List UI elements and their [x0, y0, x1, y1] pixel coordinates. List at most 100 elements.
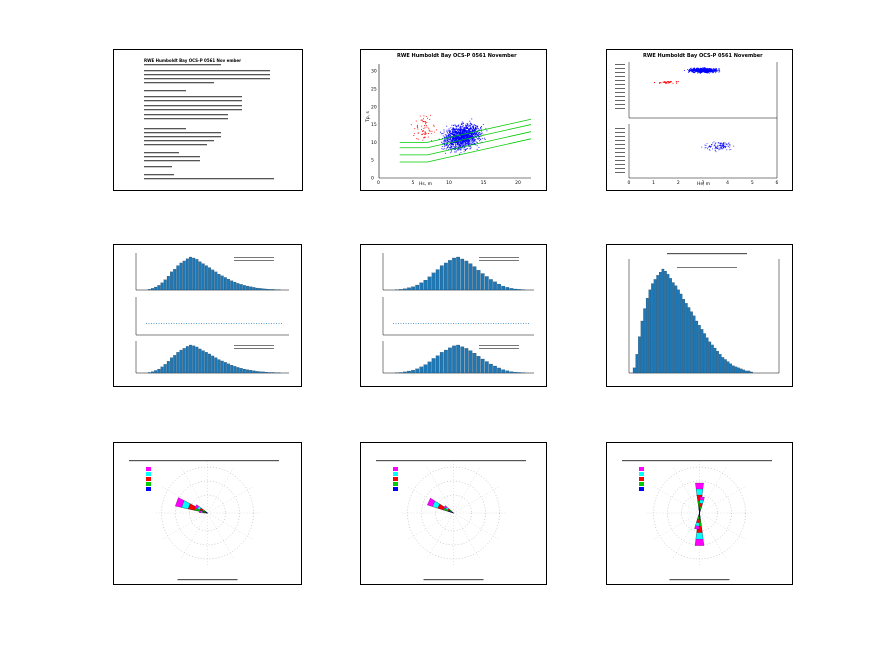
- scatter-point: [718, 142, 720, 144]
- scatter-point: [471, 143, 472, 145]
- histogram-bar: [656, 275, 659, 374]
- scatter-point: [445, 141, 447, 143]
- scatter-point: [421, 134, 423, 135]
- histogram-bar: [192, 345, 196, 374]
- scatter-point: [451, 132, 453, 134]
- scatter-point: [453, 134, 455, 136]
- scatter-point: [458, 153, 460, 155]
- histogram-bar: [515, 323, 517, 324]
- legend-swatch: [146, 487, 151, 491]
- scatter-point: [709, 71, 711, 73]
- x-tick-label: 5: [751, 180, 754, 186]
- scatter-point: [717, 146, 719, 147]
- scatter-point: [481, 137, 483, 139]
- scatter-point: [448, 147, 450, 149]
- scatter-point: [462, 139, 464, 141]
- histogram-bar: [249, 286, 253, 291]
- scatter-point: [703, 68, 705, 70]
- scatter-point: [713, 145, 715, 147]
- scatter-point: [723, 143, 725, 145]
- scatter-point: [457, 131, 459, 133]
- histogram-bar: [508, 323, 509, 324]
- scatter-point: [711, 69, 712, 71]
- legend-line: [479, 348, 519, 349]
- scatter-point: [715, 145, 716, 147]
- scatter-point: [460, 123, 462, 125]
- scatter-point: [476, 145, 478, 147]
- scatter-point: [459, 141, 460, 143]
- rose-spoke: [453, 512, 480, 559]
- scatter-point: [477, 125, 479, 127]
- scatter-point: [428, 127, 430, 129]
- histogram-bar: [458, 323, 459, 324]
- scatter-point: [449, 138, 451, 140]
- scatter-point: [479, 140, 480, 142]
- scatter-point: [720, 147, 722, 149]
- scatter-point: [668, 81, 670, 83]
- scatter-point: [460, 142, 461, 144]
- scatter-point: [452, 137, 454, 139]
- scatter-point: [428, 133, 429, 135]
- histogram-bar: [146, 323, 147, 324]
- scatter-point: [723, 145, 725, 147]
- histogram-bar: [468, 263, 473, 291]
- scatter-point: [460, 125, 462, 127]
- scatter-point: [702, 67, 704, 69]
- scatter-point: [709, 145, 711, 147]
- scatter-point: [457, 137, 458, 139]
- scatter-point: [456, 132, 458, 133]
- histogram-bar: [246, 285, 249, 291]
- scatter-point: [689, 68, 691, 70]
- scatter-point: [424, 132, 426, 134]
- histogram-stack-2-plot: [382, 253, 534, 374]
- scatter-point: [711, 72, 713, 74]
- scatter-point: [476, 136, 478, 138]
- histogram-bar: [452, 257, 456, 291]
- scatter-point: [469, 130, 471, 132]
- scatter-point: [461, 137, 463, 138]
- histogram-bar: [223, 277, 227, 291]
- scatter-point: [452, 131, 453, 133]
- histogram-bar: [251, 323, 252, 324]
- scatter-point: [472, 138, 474, 139]
- scatter-point: [469, 143, 471, 145]
- scatter-point: [466, 127, 468, 128]
- scatter-point: [453, 128, 455, 130]
- scatter-point: [456, 132, 458, 134]
- scatter-point: [433, 131, 435, 133]
- histogram-bar: [460, 323, 462, 324]
- scatter-point: [470, 139, 472, 140]
- scatter-point: [720, 143, 721, 145]
- histogram-bar: [444, 349, 448, 374]
- scatter-point: [459, 136, 460, 138]
- scatter-point: [659, 82, 660, 84]
- legend-swatch: [639, 477, 644, 481]
- scatter-point: [474, 135, 476, 137]
- scatter-point: [421, 119, 423, 121]
- text-footnote: [144, 174, 174, 176]
- histogram-bar: [420, 323, 422, 324]
- scatter-point: [470, 128, 472, 130]
- scatter-point: [448, 134, 450, 136]
- histogram-bar: [443, 323, 444, 324]
- histogram-bar: [147, 289, 151, 291]
- scatter-point: [477, 134, 479, 136]
- scatter-point: [456, 139, 457, 141]
- scatter-point: [476, 126, 478, 128]
- scatter-point: [727, 146, 729, 148]
- scatter-point: [453, 138, 455, 140]
- scatter-point: [445, 136, 447, 138]
- scatter-point: [450, 137, 452, 139]
- histogram-bar: [729, 363, 732, 374]
- scatter-point: [459, 129, 461, 130]
- scatter-point: [461, 126, 463, 128]
- histogram-bar: [268, 372, 272, 374]
- scatter-point: [433, 124, 435, 126]
- scatter-point: [425, 115, 427, 117]
- legend-swatch: [639, 472, 644, 476]
- scatter-point: [694, 69, 696, 71]
- scatter-point: [714, 67, 716, 69]
- scatter-point: [702, 68, 704, 70]
- scatter-point: [688, 70, 690, 72]
- scatter-point: [715, 147, 717, 149]
